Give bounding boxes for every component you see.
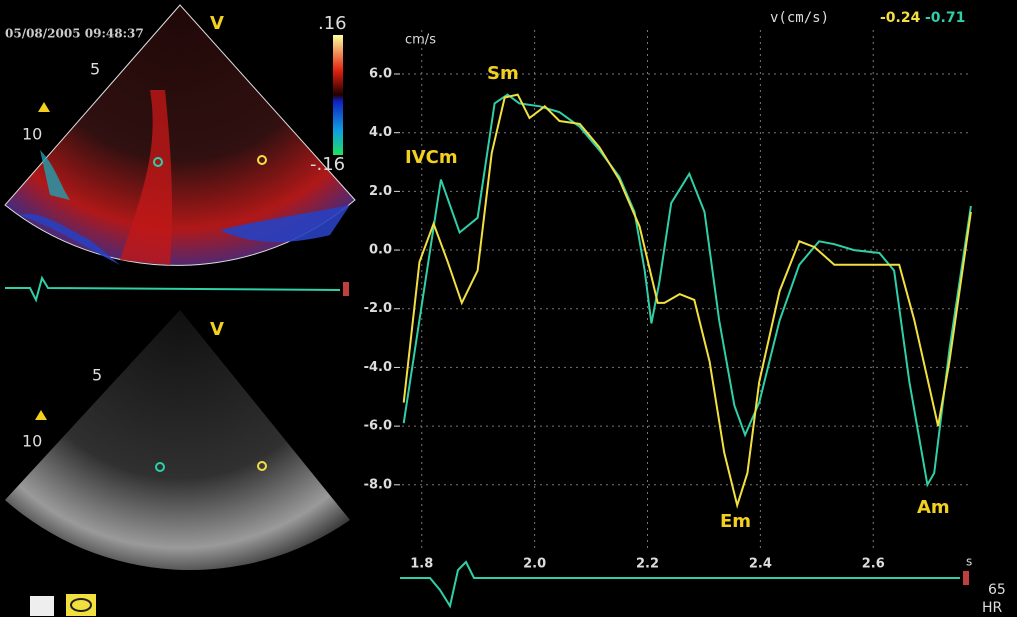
x-tick-label: 1.8 — [410, 557, 433, 572]
y-tick-label: 2.0 — [369, 184, 392, 199]
x-tick-label: 2.0 — [523, 557, 546, 572]
x-axis-label: s — [966, 555, 972, 569]
x-tick-label: 2.2 — [636, 557, 659, 572]
y-axis-label: cm/s — [405, 33, 436, 48]
readout-label: v(cm/s) — [770, 10, 829, 26]
depth-label: 10 — [22, 125, 42, 144]
scale-top: .16 — [318, 13, 347, 34]
y-tick-label: 0.0 — [369, 243, 392, 258]
hr-value: 65 — [988, 582, 1006, 598]
gray-sector — [5, 310, 350, 570]
y-tick-label: -2.0 — [364, 301, 392, 316]
y-tick-label: -4.0 — [364, 360, 392, 375]
y-tick-label: -8.0 — [364, 477, 392, 492]
annotation: IVCm — [405, 147, 458, 168]
y-tick-label: 6.0 — [369, 67, 392, 82]
velocity-trace — [404, 95, 971, 506]
readout-value: -0.71 — [925, 10, 965, 26]
hr-label: HR — [982, 600, 1003, 616]
velocity-trace — [404, 95, 971, 485]
pencil-tool[interactable] — [30, 596, 54, 616]
y-tick-label: 4.0 — [369, 125, 392, 140]
x-tick-label: 2.4 — [749, 557, 772, 572]
ecg-cursor — [963, 571, 969, 585]
depth-label: 10 — [22, 432, 42, 451]
scale-bottom: -.16 — [310, 154, 345, 175]
x-tick-label: 2.6 — [862, 557, 885, 572]
depth-label: 5 — [92, 366, 102, 385]
annotation: Sm — [487, 63, 519, 84]
annotation: Em — [720, 511, 751, 532]
mode-label: V — [210, 13, 224, 34]
ecg-trace — [5, 278, 340, 300]
focus-marker — [38, 102, 50, 112]
readout-value: -0.24 — [880, 10, 921, 26]
page: 05/08/2005 09:48:37 V .16 -.16 5 10 V 5 … — [0, 0, 1017, 617]
focus-marker — [35, 410, 47, 420]
mode-label: V — [210, 319, 224, 340]
ecg-cursor — [343, 282, 349, 296]
annotation: Am — [917, 497, 950, 518]
depth-label: 5 — [90, 60, 100, 79]
color-scale — [333, 35, 343, 155]
timestamp: 05/08/2005 09:48:37 — [5, 27, 144, 41]
screen: 05/08/2005 09:48:37 V .16 -.16 5 10 V 5 … — [0, 0, 1017, 617]
y-tick-label: -6.0 — [364, 419, 392, 434]
